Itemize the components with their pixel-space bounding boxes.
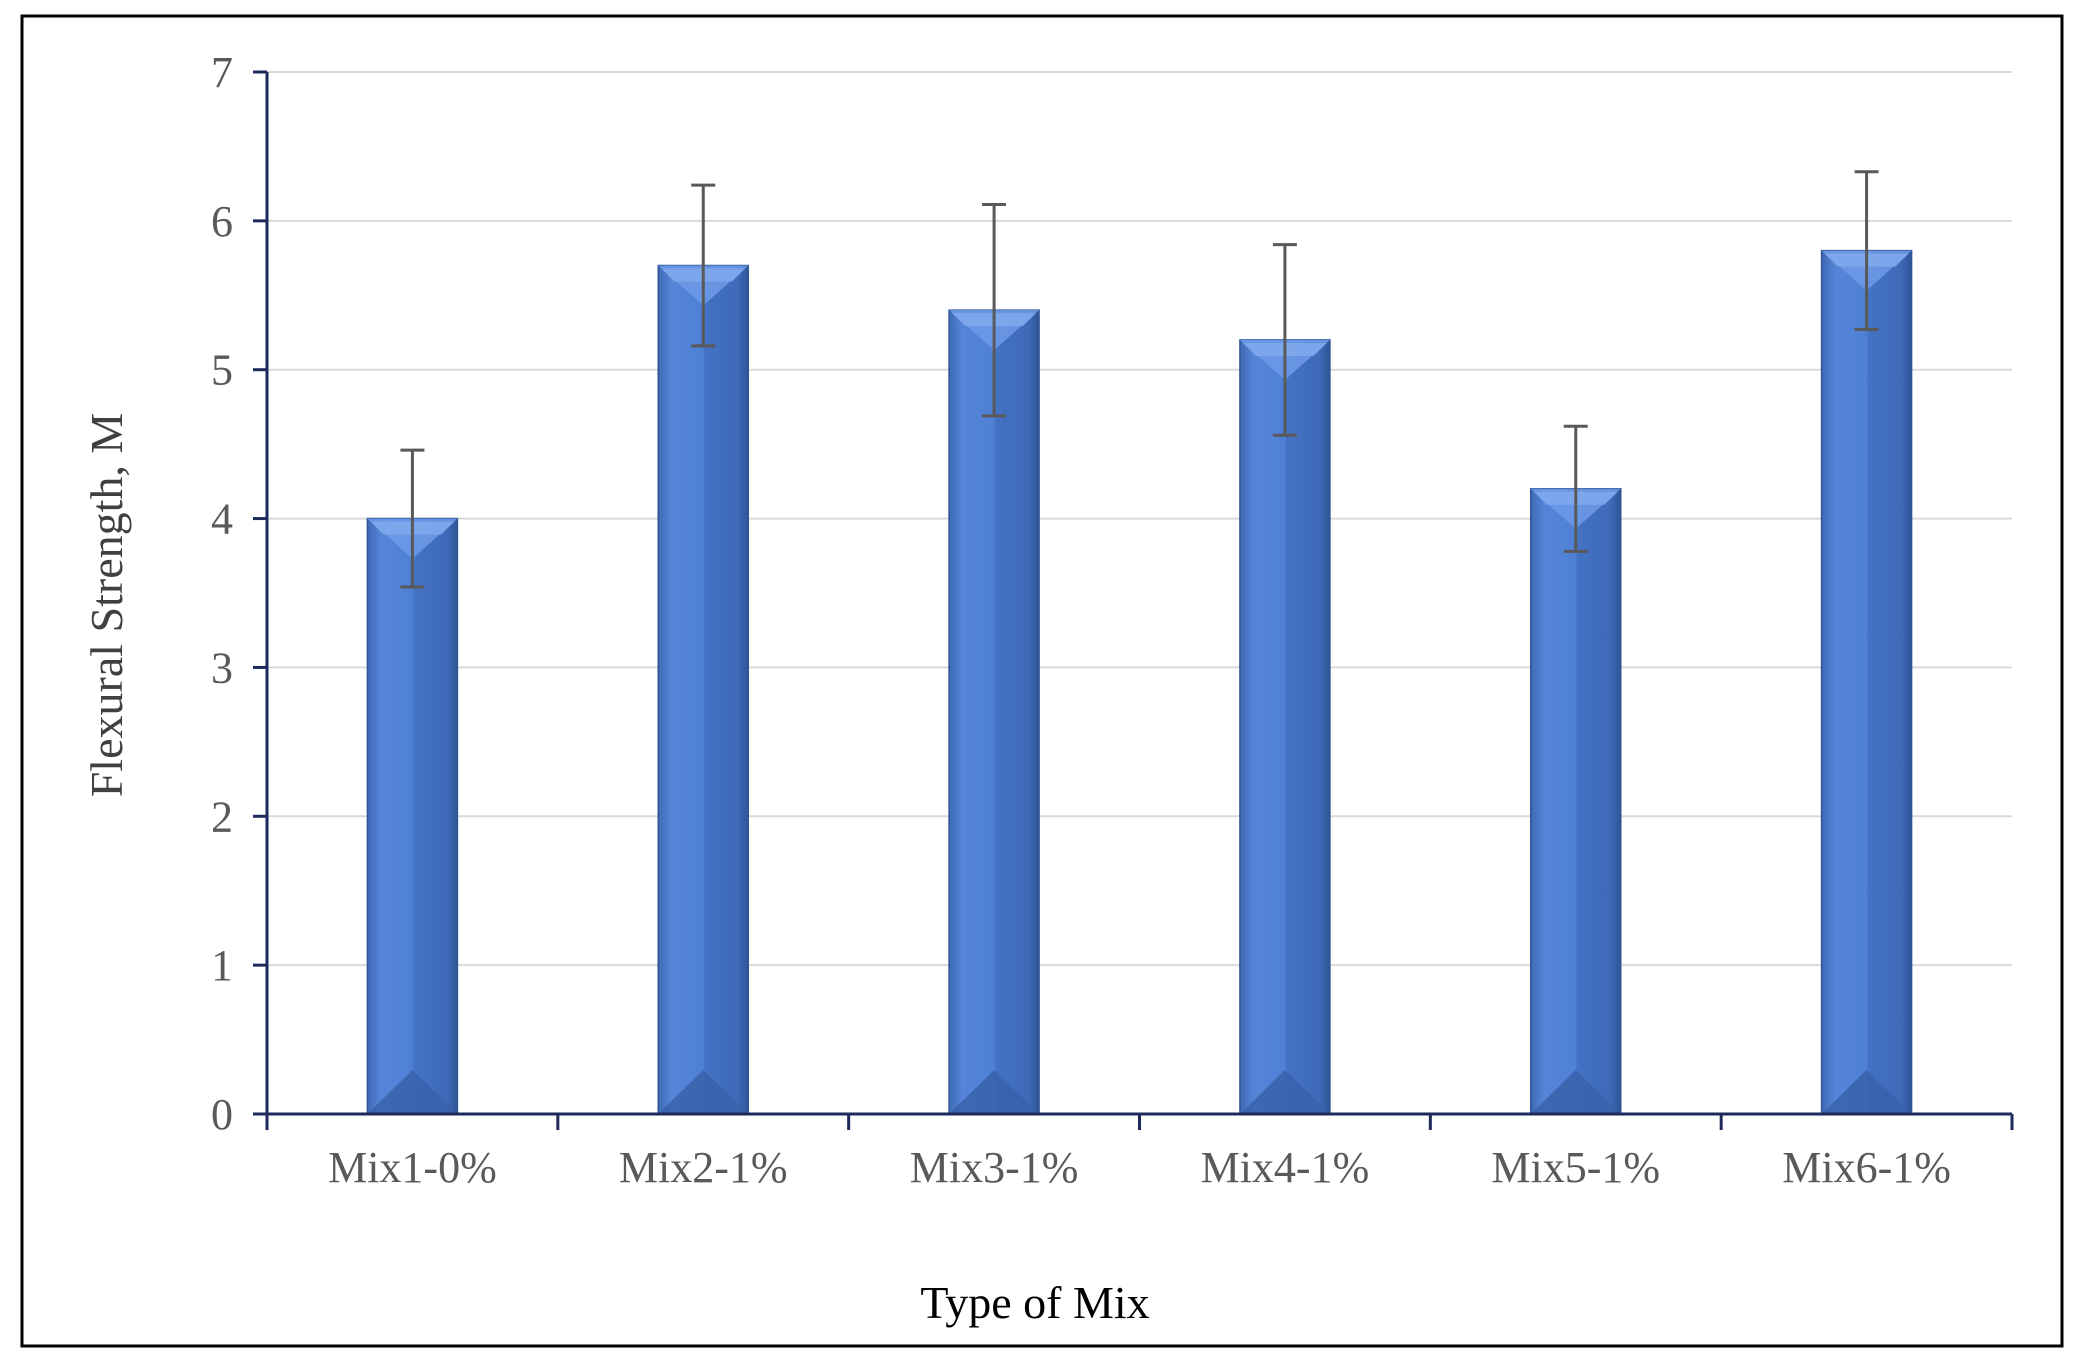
bar-bottom-bevel [1821, 1070, 1912, 1114]
axes [253, 70, 2014, 1130]
y-tick-label: 7 [211, 48, 233, 97]
bar [1530, 488, 1622, 1115]
bar-bottom-bevel [367, 1070, 458, 1114]
y-axis-title: Flexural Strength, M [81, 413, 132, 798]
bar [1239, 339, 1331, 1115]
x-tick-label: Mix4-1% [1201, 1143, 1370, 1192]
bar-group [657, 183, 749, 1115]
x-tick-label: Mix1-0% [328, 1143, 497, 1192]
x-tick-label: Mix2-1% [619, 1143, 788, 1192]
y-tick-label: 0 [211, 1090, 233, 1139]
y-tick-label: 1 [211, 941, 233, 990]
x-tick-label: Mix6-1% [1782, 1143, 1951, 1192]
bar-group [1820, 170, 1913, 1115]
y-tick-label: 4 [211, 495, 233, 544]
x-tick-label: Mix5-1% [1491, 1143, 1660, 1192]
tick-labels: 0 1 2 3 4 5 6 7 Mix1-0% Mix2-1% Mix3-1% Mix4-1% Mix5… [211, 48, 1951, 1192]
bar-group [948, 202, 1040, 1115]
x-axis-title: Type of Mix [920, 1277, 1149, 1328]
bar [657, 264, 749, 1115]
bar [1820, 249, 1913, 1115]
bar-bottom-bevel [1239, 1070, 1330, 1114]
bar-bottom-bevel [1530, 1070, 1621, 1114]
y-tick-label: 2 [211, 792, 233, 841]
bar [948, 309, 1040, 1115]
x-tick-label: Mix3-1% [910, 1143, 1079, 1192]
bar-bottom-bevel [949, 1070, 1040, 1114]
y-tick-label: 6 [211, 197, 233, 246]
bar-group [1239, 243, 1331, 1115]
chart-border [20, 14, 2064, 1348]
y-tick-label: 5 [211, 346, 233, 395]
bar-bottom-bevel [658, 1070, 749, 1114]
y-tick-label: 3 [211, 643, 233, 692]
gridlines [267, 71, 2012, 967]
bar-series [366, 170, 1913, 1115]
bar-group [366, 448, 459, 1115]
bar [366, 517, 459, 1115]
bar-group [1530, 424, 1622, 1115]
